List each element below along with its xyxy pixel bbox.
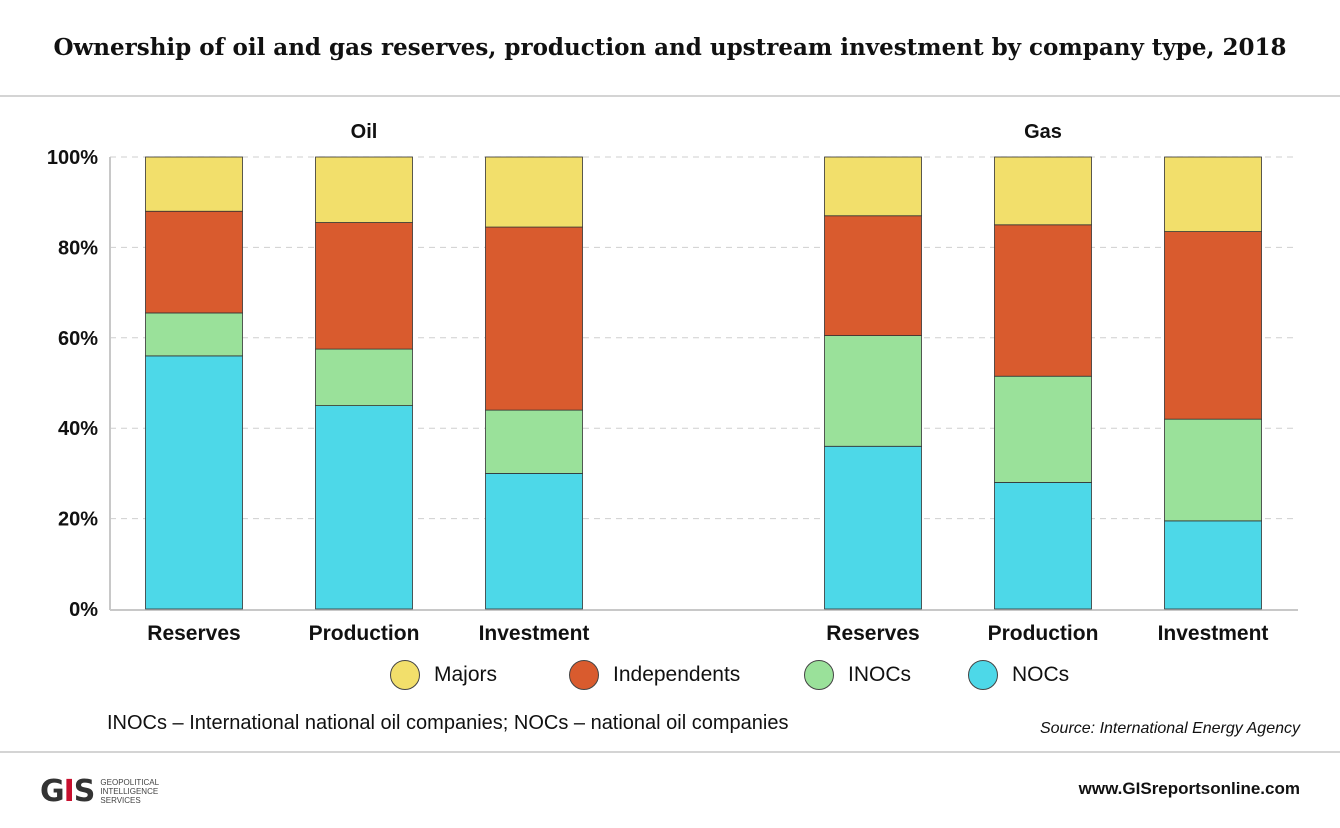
legend-item-nocs: NOCs	[968, 660, 1069, 690]
footnote: INOCs – International national oil compa…	[107, 712, 789, 734]
gis-logo: GIS GEOPOLITICAL INTELLIGENCE SERVICES	[40, 774, 159, 809]
source-note: Source: International Energy Agency	[1039, 720, 1300, 737]
panel-label-oil: Oil	[351, 121, 378, 143]
y-tick-label: 20%	[58, 509, 98, 531]
y-tick-label: 60%	[58, 328, 98, 350]
bar-segment-oil-investment-nocs	[485, 472, 583, 610]
bar-segment-gas-investment-inocs	[1164, 418, 1262, 522]
bar-segment-gas-investment-nocs	[1164, 520, 1262, 610]
x-category-label: Investment	[1158, 622, 1269, 645]
stacked-bar-chart: 0% 20% 40% 60% 80% 100% Oil Reserves Production I…	[47, 121, 1298, 645]
x-category-label: Reserves	[147, 622, 240, 645]
legend-swatch-majors	[390, 660, 420, 690]
bar-segment-oil-investment-majors	[485, 156, 583, 228]
bar-segment-oil-production-majors	[315, 156, 413, 223]
logo-text-line: INTELLIGENCE	[100, 787, 159, 796]
y-tick-label: 100%	[47, 147, 98, 169]
legend-item-majors: Majors	[390, 660, 497, 690]
x-category-label: Investment	[479, 622, 590, 645]
bar-segment-gas-reserves-inocs	[824, 335, 922, 447]
bar-segment-gas-production-nocs	[994, 482, 1092, 610]
panel-label-gas: Gas	[1024, 121, 1062, 143]
logo-text-line: GEOPOLITICAL	[100, 778, 160, 787]
footer-divider	[0, 751, 1340, 753]
bar-segment-gas-production-majors	[994, 156, 1092, 226]
header-divider	[0, 95, 1340, 97]
bar-segment-gas-reserves-independents	[824, 215, 922, 336]
bar-segment-gas-reserves-nocs	[824, 445, 922, 610]
bar-segment-oil-reserves-majors	[145, 156, 243, 212]
bar-segment-oil-reserves-nocs	[145, 355, 243, 610]
y-tick-label: 80%	[58, 237, 98, 259]
bar-segment-gas-investment-independents	[1164, 231, 1262, 420]
bar-segment-gas-investment-majors	[1164, 156, 1262, 232]
website-link[interactable]: www.GISreportsonline.com	[1078, 779, 1300, 798]
bar-segment-oil-investment-independents	[485, 226, 583, 411]
legend-label-independents: Independents	[613, 663, 741, 686]
y-tick-label: 0%	[69, 599, 98, 621]
bar-segment-gas-production-inocs	[994, 375, 1092, 483]
bar-segment-oil-reserves-independents	[145, 210, 243, 314]
legend-swatch-inocs	[804, 660, 834, 690]
bar-segment-gas-production-independents	[994, 224, 1092, 377]
bar-segment-oil-production-independents	[315, 222, 413, 350]
legend-label-inocs: INOCs	[848, 663, 911, 686]
bar-segment-oil-production-inocs	[315, 348, 413, 407]
legend-swatch-independents	[569, 660, 599, 690]
legend-label-nocs: NOCs	[1012, 663, 1070, 686]
x-category-label: Production	[309, 622, 420, 645]
logo-text: GEOPOLITICAL INTELLIGENCE SERVICES	[100, 778, 159, 805]
logo-mark: GIS	[40, 774, 95, 809]
legend-item-inocs: INOCs	[804, 660, 911, 690]
x-category-label: Reserves	[826, 622, 919, 645]
x-category-label: Production	[988, 622, 1099, 645]
logo-text-line: SERVICES	[100, 796, 141, 805]
bar-segment-gas-reserves-majors	[824, 156, 922, 217]
legend-item-independents: Independents	[569, 660, 740, 690]
y-tick-label: 40%	[58, 418, 98, 440]
legend: Majors Independents INOCs NOCs	[0, 660, 1340, 696]
bar-segment-oil-reserves-inocs	[145, 312, 243, 357]
chart-title: Ownership of oil and gas reserves, produ…	[53, 34, 1287, 61]
legend-label-majors: Majors	[434, 663, 498, 686]
legend-swatch-nocs	[968, 660, 998, 690]
bar-segment-oil-investment-inocs	[485, 409, 583, 474]
bar-segment-oil-production-nocs	[315, 405, 413, 610]
